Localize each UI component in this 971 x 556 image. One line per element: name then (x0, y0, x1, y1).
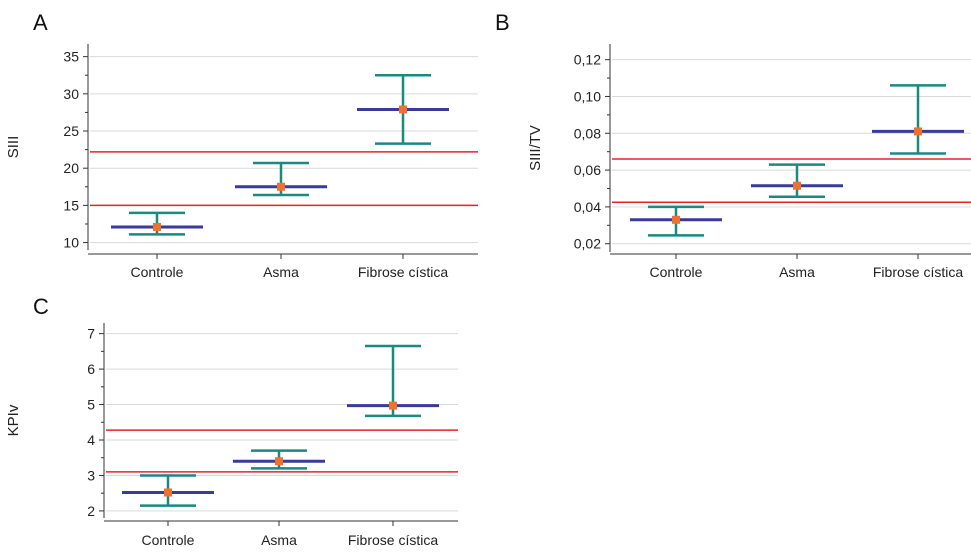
data-point (389, 401, 397, 410)
y-tick-label: 15 (63, 197, 79, 213)
y-tick-label: 0,12 (574, 52, 601, 68)
panel-label: C (33, 294, 49, 319)
y-tick-label: 6 (87, 361, 95, 377)
y-tick-label: 30 (63, 86, 79, 102)
x-tick-label: Controle (142, 532, 195, 548)
y-tick-label: 2 (87, 503, 95, 519)
y-axis-title: SIII/TV (527, 125, 544, 171)
data-point (399, 105, 407, 114)
y-tick-label: 7 (87, 326, 95, 342)
y-tick-label: 0,02 (574, 236, 601, 252)
x-tick-label: Asma (779, 264, 815, 280)
y-tick-label: 0,06 (574, 162, 601, 178)
data-point (275, 457, 283, 466)
y-tick-label: 3 (87, 467, 95, 483)
y-tick-label: 0,08 (574, 125, 601, 141)
x-tick-label: Asma (263, 264, 299, 280)
panel-b: 0,02 0,04 0,06 0,08 0,10 0,12 Controle Asma Fibr… (495, 10, 971, 280)
data-point (914, 127, 922, 136)
x-tick-label: Asma (261, 532, 297, 548)
panel-label: B (495, 10, 510, 35)
x-tick-label: Fibrose cística (348, 532, 438, 548)
panel-a: 10 15 20 25 30 35 Controle Asma Fibrose cística S… (5, 10, 478, 280)
y-tick-label: 10 (63, 235, 79, 251)
y-tick-label: 25 (63, 123, 79, 139)
y-axis-title: SIII (5, 136, 22, 159)
y-axis-title: KPIv (5, 404, 22, 436)
data-point (164, 488, 172, 497)
y-tick-label: 0,10 (574, 88, 601, 104)
y-tick-label: 4 (87, 432, 95, 448)
panel-label: A (33, 10, 48, 35)
data-point (793, 181, 801, 190)
x-tick-label: Controle (650, 264, 703, 280)
y-tick-label: 20 (63, 160, 79, 176)
x-tick-label: Fibrose cística (358, 264, 448, 280)
x-tick-label: Controle (131, 264, 184, 280)
y-tick-label: 35 (63, 49, 79, 65)
data-point (153, 222, 161, 231)
data-point (672, 215, 680, 224)
y-tick-label: 0,04 (574, 199, 601, 215)
data-point (277, 182, 285, 191)
y-tick-label: 5 (87, 397, 95, 413)
x-tick-label: Fibrose cística (873, 264, 963, 280)
panel-c: 2 3 4 5 6 7 Controle Asma Fibrose cística KPIv C (5, 294, 458, 548)
